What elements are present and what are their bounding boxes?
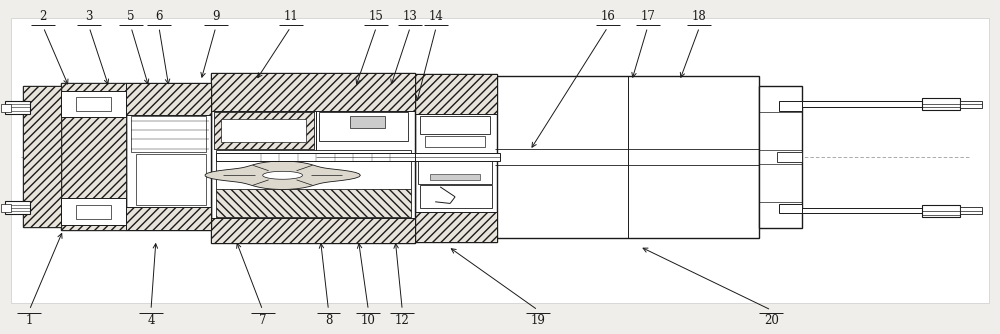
Polygon shape [205, 161, 360, 189]
Bar [131, 116, 206, 152]
Text: 7: 7 [259, 314, 266, 327]
Text: 17: 17 [640, 10, 655, 23]
Polygon shape [211, 72, 415, 111]
Bar [802, 102, 922, 107]
Bar [430, 174, 480, 180]
Bar [11, 18, 989, 303]
Polygon shape [263, 171, 303, 179]
Text: 8: 8 [325, 314, 332, 327]
Bar [922, 98, 960, 110]
Polygon shape [23, 86, 61, 227]
Bar [216, 150, 411, 188]
Bar [136, 154, 206, 205]
Bar [61, 82, 126, 230]
Bar [216, 153, 415, 161]
Bar [960, 101, 982, 108]
Text: 3: 3 [85, 10, 93, 23]
Bar [425, 136, 485, 147]
Bar [1, 204, 11, 212]
Text: 14: 14 [429, 10, 444, 23]
Bar [802, 208, 922, 213]
Bar [779, 204, 802, 213]
Bar [922, 205, 960, 217]
Text: 20: 20 [764, 314, 779, 327]
Text: 15: 15 [369, 10, 384, 23]
Bar [415, 74, 497, 241]
Bar [5, 102, 30, 114]
Bar [418, 160, 492, 184]
Text: 13: 13 [403, 10, 418, 23]
Bar [23, 86, 61, 227]
Polygon shape [61, 82, 126, 230]
Bar [316, 153, 500, 161]
Text: 18: 18 [692, 10, 707, 23]
Bar [420, 185, 492, 208]
Bar [759, 86, 802, 228]
Bar [126, 82, 211, 230]
Text: 11: 11 [283, 10, 298, 23]
Text: 16: 16 [600, 10, 615, 23]
Bar [779, 102, 802, 111]
Text: 12: 12 [395, 314, 410, 327]
Bar [960, 207, 982, 214]
Polygon shape [415, 212, 497, 241]
Polygon shape [126, 207, 211, 230]
Bar [495, 76, 759, 238]
Text: 6: 6 [155, 10, 163, 23]
Polygon shape [214, 112, 314, 149]
Polygon shape [216, 189, 411, 217]
Bar [5, 201, 30, 214]
Text: 10: 10 [361, 314, 376, 327]
Bar [350, 116, 385, 128]
Bar [76, 98, 111, 111]
Text: 2: 2 [40, 10, 47, 23]
Bar [777, 152, 802, 162]
Bar [61, 198, 126, 225]
Text: 19: 19 [530, 314, 545, 327]
Text: 1: 1 [26, 314, 33, 327]
Bar [319, 112, 408, 141]
Polygon shape [126, 82, 211, 115]
Bar [1, 104, 11, 112]
Bar [221, 119, 306, 142]
Text: 5: 5 [127, 10, 135, 23]
Polygon shape [211, 218, 415, 243]
Polygon shape [415, 74, 497, 114]
Text: 9: 9 [212, 10, 220, 23]
Text: 4: 4 [147, 314, 155, 327]
Bar [420, 116, 490, 134]
Bar [214, 112, 314, 149]
Bar [76, 205, 111, 219]
Bar [211, 72, 415, 243]
Bar [61, 91, 126, 117]
Bar [216, 189, 411, 217]
